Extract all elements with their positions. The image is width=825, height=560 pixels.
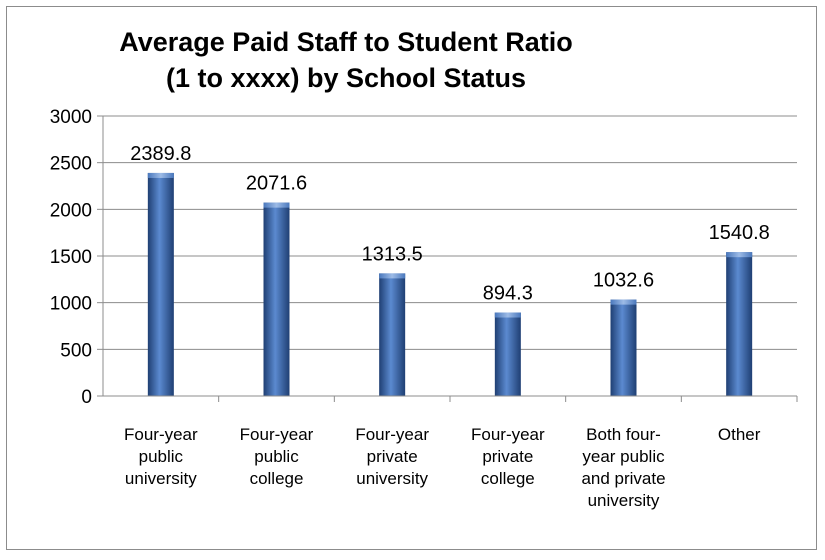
category-label: college [250,469,304,488]
bar-cap [494,312,521,318]
bar [379,273,406,396]
data-label: 2071.6 [246,173,307,195]
gridlines [103,115,797,350]
category-label: Four-year [471,425,545,444]
data-label: 894.3 [483,283,533,305]
bar-cap [263,202,290,208]
category-label: private [482,447,533,466]
chart-frame [6,6,817,550]
category-label: public [139,447,184,466]
data-label: 2389.8 [130,143,191,165]
y-tick-label: 3000 [50,107,92,128]
category-label: year public [582,447,665,466]
category-labels: Four-year public university Four-year public… [124,425,761,510]
bar-cap [379,273,406,279]
bar [610,299,637,396]
chart-title-line-2: (1 to xxxx) by School Status [166,63,526,93]
category-label: Both four- [586,425,661,444]
bar-cap [610,299,637,305]
data-labels: 2389.8 2071.6 1313.5 894.3 1032.6 1540.8 [130,143,770,305]
bar-cap [147,172,174,178]
bar [494,312,521,396]
y-tick-label: 500 [60,340,92,361]
y-tick-label: 1500 [50,247,92,268]
category-label: private [367,447,418,466]
bar [263,202,290,396]
category-label: public [254,447,299,466]
bars [147,172,798,402]
chart-title-line-1: Average Paid Staff to Student Ratio [119,27,573,57]
category-label: university [356,469,428,488]
category-label: and private [581,469,665,488]
y-axis-ticks: 0 500 1000 1500 2000 2500 3000 [50,107,103,408]
data-label: 1540.8 [709,222,770,244]
data-label: 1313.5 [362,243,423,265]
data-label: 1032.6 [593,270,654,292]
y-tick-label: 2500 [50,154,92,175]
category-label: Four-year [124,425,198,444]
bar [147,172,174,396]
category-label: Four-year [355,425,429,444]
category-label: Other [718,425,761,444]
category-label: college [481,469,535,488]
y-tick-label: 1000 [50,294,92,315]
category-label: university [125,469,197,488]
y-tick-label: 0 [81,387,92,408]
category-label: Four-year [240,425,314,444]
bar-cap [726,252,753,258]
y-tick-label: 2000 [50,200,92,221]
bar [726,252,753,396]
category-label: university [588,491,660,510]
